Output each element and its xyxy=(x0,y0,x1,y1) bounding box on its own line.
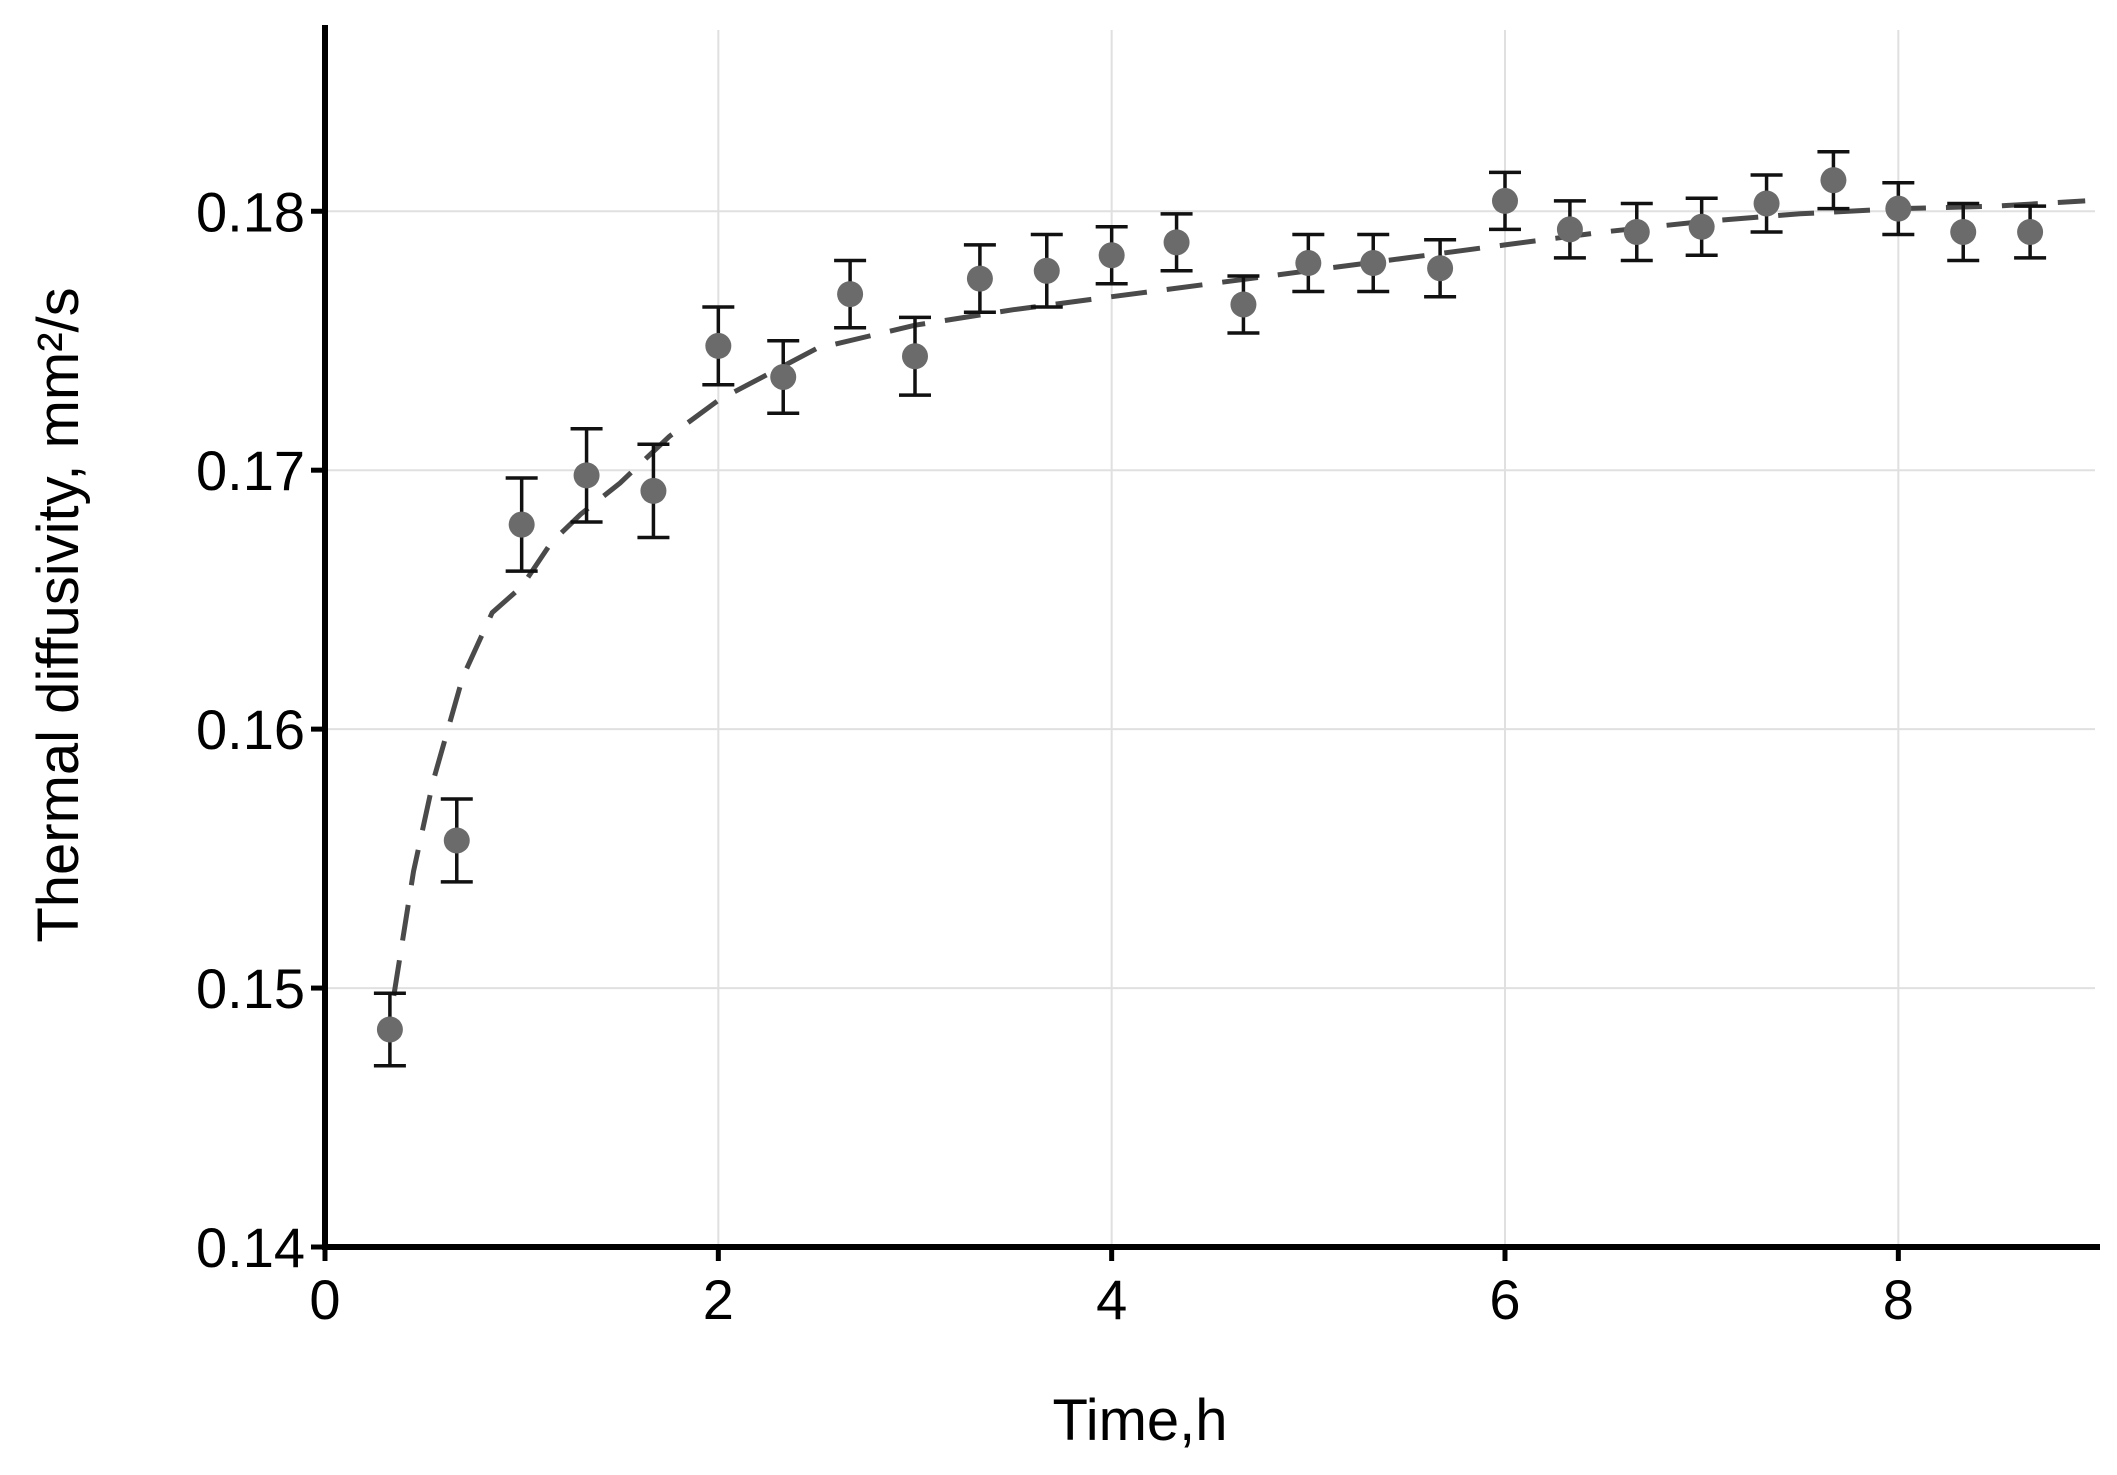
data-point xyxy=(1098,242,1125,269)
data-point xyxy=(1885,195,1912,222)
x-tick-label: 4 xyxy=(1096,1268,1127,1331)
data-point xyxy=(376,1016,403,1043)
y-tick-label: 0.17 xyxy=(196,439,305,502)
x-tick-label: 8 xyxy=(1883,1268,1914,1331)
data-point xyxy=(1556,216,1583,243)
x-tick-label: 2 xyxy=(703,1268,734,1331)
y-tick-label: 0.14 xyxy=(196,1216,305,1279)
data-point xyxy=(966,265,993,292)
grid xyxy=(325,30,2095,1247)
x-axis-title: Time,h xyxy=(1052,1388,1227,1453)
data-point xyxy=(1427,255,1454,282)
error-bars-group xyxy=(373,149,2047,1068)
data-point xyxy=(1820,167,1847,194)
data-point xyxy=(1492,187,1518,214)
data-point xyxy=(1753,190,1780,217)
data-point xyxy=(1230,291,1257,318)
data-point xyxy=(640,477,667,504)
y-ticks: 0.14 0.15 0.16 0.17 0.18 xyxy=(196,180,325,1279)
data-point xyxy=(1688,213,1715,240)
fit-curve xyxy=(391,198,2086,997)
data-point xyxy=(1033,257,1060,284)
data-point xyxy=(902,343,928,370)
data-point xyxy=(573,462,600,489)
data-point xyxy=(2017,218,2044,245)
x-tick-label: 6 xyxy=(1489,1268,1520,1331)
data-point xyxy=(705,332,732,359)
y-tick-label: 0.15 xyxy=(196,957,305,1020)
data-point xyxy=(443,827,470,854)
data-point xyxy=(837,281,864,308)
x-tick-label: 0 xyxy=(309,1268,340,1331)
data-point xyxy=(770,363,797,390)
data-point xyxy=(1950,218,1977,245)
axes xyxy=(322,25,2100,1250)
data-point xyxy=(1295,250,1322,277)
data-point xyxy=(508,511,535,538)
x-ticks: 0 2 4 6 8 xyxy=(309,1247,1914,1331)
fit-curve-group xyxy=(391,198,2086,997)
y-axis-title: Thermal diffusivity, mm²/s xyxy=(26,287,91,942)
data-point xyxy=(1623,218,1650,245)
data-point xyxy=(1163,229,1190,256)
y-tick-label: 0.16 xyxy=(196,698,305,761)
data-points-group xyxy=(376,167,2044,1043)
data-point xyxy=(1360,250,1387,277)
y-tick-label: 0.18 xyxy=(196,180,305,243)
